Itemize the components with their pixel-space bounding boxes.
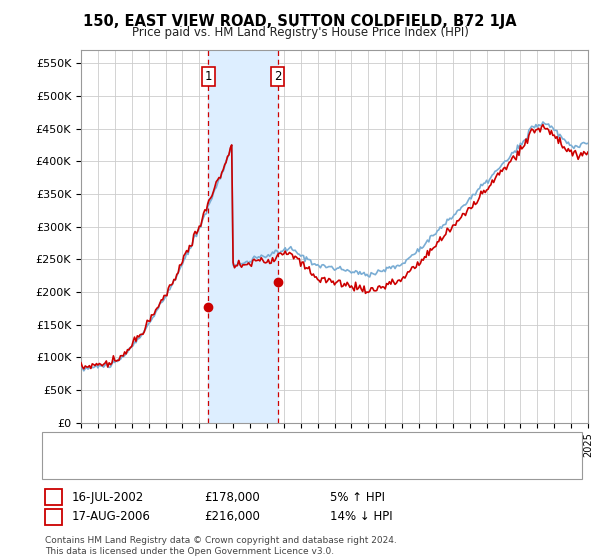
Bar bbox=[208, 50, 278, 423]
Text: 2: 2 bbox=[50, 510, 57, 524]
Text: £216,000: £216,000 bbox=[204, 510, 260, 524]
Text: 5% ↑ HPI: 5% ↑ HPI bbox=[330, 491, 385, 504]
Text: 17-AUG-2006: 17-AUG-2006 bbox=[72, 510, 151, 524]
Text: 150, EAST VIEW ROAD, SUTTON COLDFIELD, B72 1JA: 150, EAST VIEW ROAD, SUTTON COLDFIELD, B… bbox=[83, 14, 517, 29]
Text: 14% ↓ HPI: 14% ↓ HPI bbox=[330, 510, 392, 524]
Text: Price paid vs. HM Land Registry's House Price Index (HPI): Price paid vs. HM Land Registry's House … bbox=[131, 26, 469, 39]
Text: 150, EAST VIEW ROAD, SUTTON COLDFIELD, B72 1JA (detached house): 150, EAST VIEW ROAD, SUTTON COLDFIELD, B… bbox=[89, 445, 458, 455]
Text: Contains HM Land Registry data © Crown copyright and database right 2024.
This d: Contains HM Land Registry data © Crown c… bbox=[45, 536, 397, 556]
Text: £178,000: £178,000 bbox=[204, 491, 260, 504]
Text: 2: 2 bbox=[274, 70, 281, 83]
Text: HPI: Average price, detached house, Birmingham: HPI: Average price, detached house, Birm… bbox=[89, 462, 346, 472]
Text: 1: 1 bbox=[50, 491, 57, 504]
Text: 1: 1 bbox=[205, 70, 212, 83]
Text: 16-JUL-2002: 16-JUL-2002 bbox=[72, 491, 144, 504]
